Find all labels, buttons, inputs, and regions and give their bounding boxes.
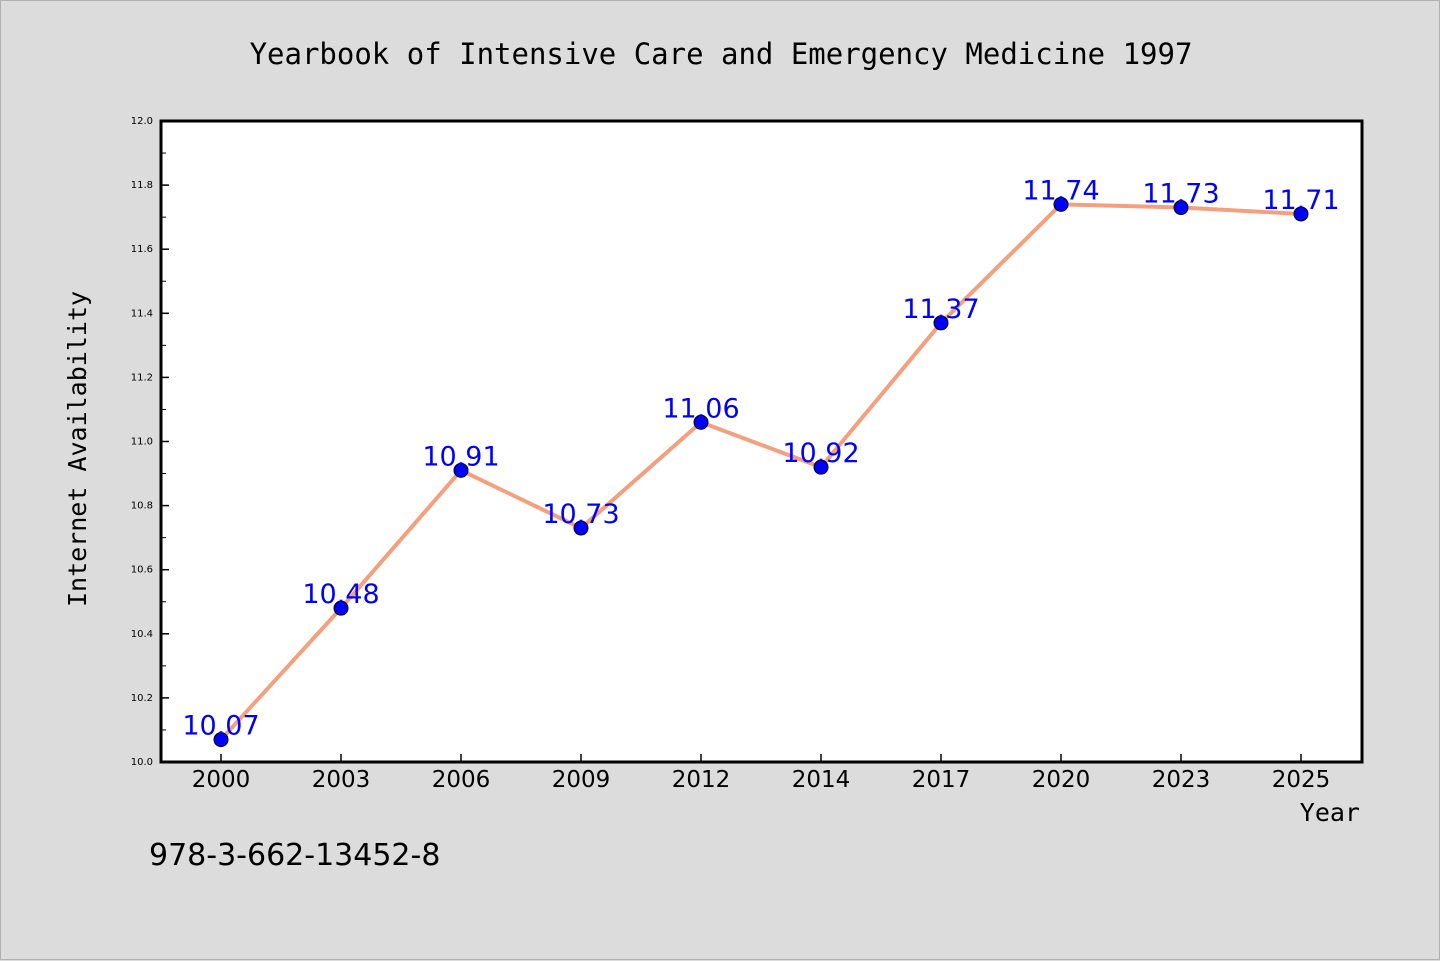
- y-axis: 10.0 10.2 10.4 10.6 10.8 11.0 11.2 11.4 11.6 11.8…: [131, 116, 169, 768]
- x-axis: 2000 2003 2006 2009 2012 2014 2017 2020 2023 2025: [192, 754, 1331, 793]
- data-label: 10.48: [302, 579, 379, 610]
- x-tick-label: 2006: [432, 767, 491, 793]
- y-tick-label: 11.8: [131, 180, 153, 191]
- x-tick-label: 2000: [192, 767, 251, 793]
- data-label: 11.06: [662, 393, 739, 424]
- y-tick-label: 11.2: [131, 372, 153, 383]
- data-label: 11.71: [1262, 185, 1339, 216]
- x-tick-label: 2017: [912, 767, 971, 793]
- x-tick-label: 2003: [312, 767, 371, 793]
- y-tick-label: 10.8: [131, 501, 153, 512]
- data-point: [333, 600, 349, 616]
- x-tick-label: 2014: [792, 767, 851, 793]
- y-axis-label: Internet Availability: [63, 291, 92, 607]
- x-tick-label: 2012: [672, 767, 731, 793]
- y-tick-label: 12.0: [131, 116, 153, 127]
- y-tick-label: 10.2: [131, 693, 153, 704]
- data-label: 11.74: [1022, 175, 1099, 206]
- y-tick-label: 10.0: [131, 757, 153, 768]
- data-point: [213, 732, 229, 748]
- y-tick-label: 10.6: [131, 565, 153, 576]
- chart-title: Yearbook of Intensive Care and Emergency…: [250, 37, 1193, 71]
- plot-area: [159, 119, 1364, 764]
- data-point: [693, 414, 709, 430]
- data-point: [1053, 196, 1069, 212]
- y-tick-label: 11.0: [131, 437, 153, 448]
- data-point: [813, 459, 829, 475]
- x-tick-label: 2023: [1152, 767, 1211, 793]
- data-label: 11.37: [902, 294, 979, 325]
- x-tick-label: 2020: [1032, 767, 1091, 793]
- data-point: [1173, 200, 1189, 216]
- x-axis-label: Year: [1300, 798, 1360, 827]
- data-label: 11.73: [1142, 179, 1219, 210]
- data-label: 10.91: [422, 441, 499, 472]
- data-label: 10.07: [182, 711, 259, 742]
- data-point: [573, 520, 589, 536]
- y-tick-label: 11.6: [131, 244, 153, 255]
- x-tick-label: 2025: [1272, 767, 1331, 793]
- data-labels: 10.07 10.48 10.91 10.73 11.06 10.92 11.37 11.74…: [182, 175, 1339, 741]
- x-tick-label: 2009: [552, 767, 611, 793]
- data-label: 10.73: [542, 499, 619, 530]
- data-label: 10.92: [782, 438, 859, 469]
- data-point: [453, 462, 469, 478]
- y-tick-label: 11.4: [131, 308, 153, 319]
- y-tick-label: 10.4: [131, 629, 153, 640]
- series-line: [219, 202, 1302, 741]
- data-points: [213, 196, 1309, 748]
- data-point: [1293, 206, 1309, 222]
- data-point: [933, 315, 949, 331]
- isbn-footer: 978-3-662-13452-8: [149, 838, 440, 873]
